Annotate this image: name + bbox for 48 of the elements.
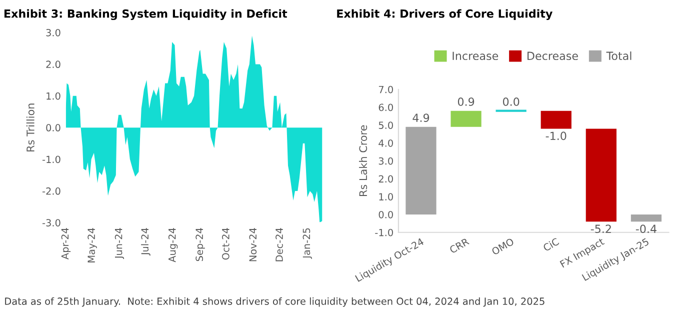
y-axis-title: Rs Lakh Crore	[359, 125, 368, 196]
y-tick-label: 6.0	[378, 104, 393, 112]
bar	[406, 126, 436, 214]
bar	[630, 214, 662, 222]
legend-label: Decrease	[528, 52, 578, 60]
y-tick-label: 0.0	[378, 210, 393, 218]
x-tick-label: OMO	[491, 238, 514, 256]
x-tick-label: Dec-24	[276, 228, 283, 262]
data-label: 0.9	[458, 97, 474, 106]
data-label: 0.0	[502, 97, 520, 106]
y-tick-label: -3.0	[42, 219, 60, 226]
y-tick-label: 4.0	[378, 139, 393, 147]
x-tick-label: May-24	[88, 228, 97, 262]
y-tick-label: 1.0	[379, 193, 393, 200]
x-tick-label: Aug-24	[168, 228, 178, 262]
chart-title: Exhibit 4: Drivers of Core Liquidity	[337, 9, 552, 20]
bar	[450, 110, 482, 127]
x-tick-label: Sep-24	[196, 228, 205, 262]
x-tick-label: Oct-24	[222, 228, 230, 260]
y-tick-label: -2.0	[42, 187, 60, 195]
chart-title: Exhibit 3: Banking System Liquidity in Deficit	[4, 9, 288, 20]
y-tick-label: 0.0	[46, 124, 60, 132]
y-tick-label: 2.0	[378, 175, 393, 183]
text: Data as of 25th January. Note: Exhibit 4 shows drivers of core liquidity between Oct 04, 2024 and Jan 10, 2025	[5, 297, 544, 307]
y-tick-label: 5.0	[378, 122, 393, 129]
x-tick-label: Apr-24	[61, 228, 71, 260]
y-axis-title: Rs Trillion	[26, 104, 34, 152]
x-tick-label: Nov-24	[249, 228, 257, 262]
y-tick-label: -1.0	[42, 156, 60, 164]
x-tick-label: Jan-25	[302, 228, 312, 259]
x-tick-label: Jun-24	[114, 228, 124, 260]
y-tick-label: 3.0	[46, 28, 60, 36]
legend-label: Increase	[452, 52, 498, 60]
y-tick-label: 2.0	[46, 60, 60, 68]
x-tick-label: Jul-24	[141, 228, 150, 256]
data-label: 4.9	[412, 114, 430, 122]
data-label: -0.4	[636, 224, 656, 234]
y-tick-label: 3.0	[378, 157, 393, 165]
x-tick-label: CiC	[542, 238, 560, 252]
y-tick-label: -1.0	[375, 228, 393, 236]
data-label: -5.2	[590, 224, 611, 234]
y-tick-label: 7.0	[378, 86, 393, 94]
legend-label: Total	[606, 51, 632, 60]
x-tick-label: CRR	[449, 238, 470, 254]
y-tick-label: 1.0	[46, 92, 60, 100]
data-label: -1.0	[546, 132, 566, 140]
bar	[540, 110, 572, 129]
bar	[586, 128, 616, 222]
